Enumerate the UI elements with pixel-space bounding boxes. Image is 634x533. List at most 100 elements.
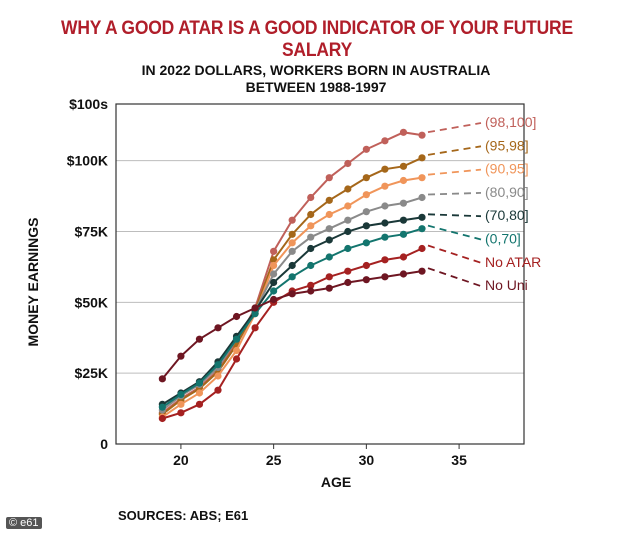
series-label: (0,70]: [485, 231, 521, 247]
x-axis-label: AGE: [321, 474, 351, 490]
data-point: [195, 389, 204, 397]
y-axis-label: MONEY EARNINGS: [25, 218, 41, 347]
y-tick-label: $100s: [69, 96, 108, 112]
data-point: [214, 324, 222, 332]
legend-leader: [427, 122, 482, 134]
data-point: [288, 230, 296, 238]
data-point: [288, 261, 296, 270]
data-point: [158, 414, 166, 423]
legend-leader: [427, 168, 482, 176]
x-tick-label: 35: [451, 452, 467, 468]
series-label: (80,90]: [485, 184, 529, 200]
data-point: [399, 253, 408, 261]
data-point: [325, 273, 333, 281]
data-point: [399, 216, 408, 224]
series-label: (95,98]: [485, 137, 529, 153]
data-point: [362, 174, 370, 182]
data-point: [158, 403, 166, 411]
data-point: [177, 400, 185, 408]
data-point: [177, 390, 185, 399]
series-line: [161, 156, 423, 416]
data-point: [307, 281, 315, 289]
series-label: (98,100]: [485, 114, 536, 130]
data-point: [344, 267, 352, 275]
x-tick-label: 30: [359, 452, 375, 468]
data-point: [362, 208, 370, 216]
data-point: [307, 287, 315, 295]
series-line: [161, 270, 423, 380]
data-point: [381, 182, 389, 190]
data-point: [307, 210, 315, 219]
data-point: [307, 244, 315, 253]
data-point: [362, 222, 370, 230]
y-tick-label: $75K: [75, 224, 108, 240]
x-tick-label: 20: [173, 452, 189, 468]
data-point: [177, 352, 185, 360]
data-point: [418, 193, 426, 202]
data-point: [288, 239, 296, 247]
data-point: [381, 165, 389, 173]
data-point: [362, 276, 370, 284]
data-point: [399, 199, 408, 207]
series-line: [161, 196, 423, 411]
data-point: [399, 176, 408, 185]
data-point: [399, 230, 408, 238]
data-point: [177, 409, 185, 417]
data-point: [195, 335, 204, 343]
data-point: [381, 137, 389, 145]
plot-frame: [115, 103, 525, 445]
data-point: [344, 278, 352, 287]
data-point: [418, 154, 426, 162]
y-tick-label: 0: [100, 436, 108, 452]
data-point: [214, 372, 222, 380]
series-label: No ATAR: [485, 254, 541, 270]
credit-badge: © e61: [6, 517, 42, 529]
y-tick-label: $50K: [75, 294, 108, 310]
data-point: [307, 261, 315, 270]
data-point: [307, 233, 315, 241]
series-label: (70,80]: [485, 207, 529, 223]
data-point: [344, 185, 352, 193]
data-point: [270, 256, 278, 264]
data-point: [270, 247, 278, 255]
data-point: [270, 278, 278, 287]
data-point: [270, 270, 278, 278]
data-point: [270, 261, 278, 270]
data-point: [232, 312, 241, 321]
data-point: [288, 290, 296, 298]
data-point: [195, 379, 204, 387]
data-point: [418, 267, 426, 275]
source-note: SOURCES: ABS; E61: [118, 508, 248, 523]
data-point: [362, 261, 370, 270]
data-point: [158, 375, 166, 383]
legend-leader: [427, 213, 482, 218]
series-line: [161, 131, 423, 414]
legend-leader: [427, 224, 482, 241]
legend-leader: [427, 192, 482, 196]
data-point: [344, 216, 352, 224]
data-point: [251, 304, 259, 312]
data-point: [362, 145, 370, 153]
data-point: [399, 162, 408, 170]
data-point: [418, 174, 426, 182]
data-point: [288, 247, 296, 255]
x-tick-label: 25: [266, 452, 282, 468]
data-point: [362, 191, 370, 199]
data-point: [362, 239, 370, 247]
data-point: [325, 284, 333, 292]
data-point: [418, 244, 426, 253]
data-point: [381, 273, 389, 281]
data-point: [344, 202, 352, 210]
data-point: [325, 225, 333, 233]
data-point: [381, 233, 389, 241]
data-point: [195, 400, 204, 408]
data-point: [214, 361, 222, 369]
data-point: [418, 225, 426, 233]
series-label: No Uni: [485, 277, 528, 293]
data-point: [344, 244, 352, 253]
series-label: (90,95]: [485, 161, 529, 177]
data-point: [381, 219, 389, 227]
chart-subtitle: BETWEEN 1988-1997: [246, 79, 387, 95]
data-point: [214, 386, 222, 394]
